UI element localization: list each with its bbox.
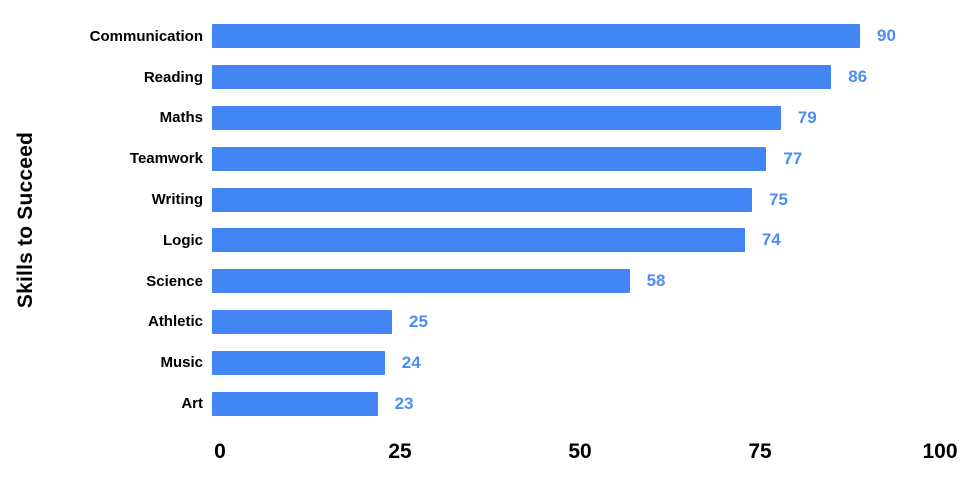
value-label: 75 [769,189,788,209]
category-label: Athletic [147,313,203,331]
bar [212,391,378,416]
x-tick-label: 0 [214,440,226,463]
x-tick-label: 50 [568,440,592,463]
category-label: Maths [159,109,203,127]
x-tick-label: 100 [922,440,958,463]
value-label: 77 [783,148,803,168]
value-label: 25 [409,311,428,331]
bar [212,105,781,130]
bar [212,146,767,171]
bar-track: 58 [212,261,932,302]
bar-row: Reading 86 [0,57,940,98]
bar-track: 77 [212,138,932,179]
bar [212,269,630,294]
bar-track: 25 [212,302,932,343]
bar-track: 23 [212,383,932,424]
value-label: 79 [797,107,817,127]
value-label: 90 [877,26,896,46]
bar [212,187,752,212]
value-label: 24 [401,352,421,372]
bar-row: Maths 79 [0,98,940,139]
bar-track: 75 [212,179,932,220]
bar [212,309,392,334]
value-label: 23 [394,393,414,413]
bar-row: Logic 74 [0,220,940,261]
bar-track: 86 [212,57,932,98]
category-label: Reading [143,68,203,86]
bar-row: Writing 75 [0,179,940,220]
bar-track: 24 [212,342,932,383]
x-tick-label: 75 [748,440,772,463]
category-label: Science [146,272,203,290]
bar [212,24,860,49]
x-axis: 0 25 50 75 100 [214,438,957,468]
bar-track: 90 [212,16,932,57]
plot-area: Communication 90 Reading 86 Maths 79 Teamwork 7… [0,16,940,424]
bar [212,65,832,90]
bar-row: Athletic 25 [0,302,940,343]
bar-track: 79 [212,98,932,139]
category-label: Logic [163,231,203,249]
bar-track: 74 [212,220,932,261]
bar-row: Art 23 [0,383,940,424]
category-label: Communication [89,27,203,45]
value-label: 74 [761,230,781,250]
bar-row: Teamwork 77 [0,138,940,179]
value-label: 58 [646,271,666,291]
category-label: Art [181,395,203,413]
value-label: 86 [848,67,868,87]
category-label: Music [160,354,203,372]
bar-row: Communication 90 [0,16,940,57]
category-label: Writing [151,191,203,209]
bar [212,350,385,375]
bar-row: Music 24 [0,342,940,383]
x-tick-label: 25 [388,440,412,463]
category-label: Teamwork [129,150,203,168]
bar [212,228,745,253]
bar-row: Science 58 [0,261,940,302]
